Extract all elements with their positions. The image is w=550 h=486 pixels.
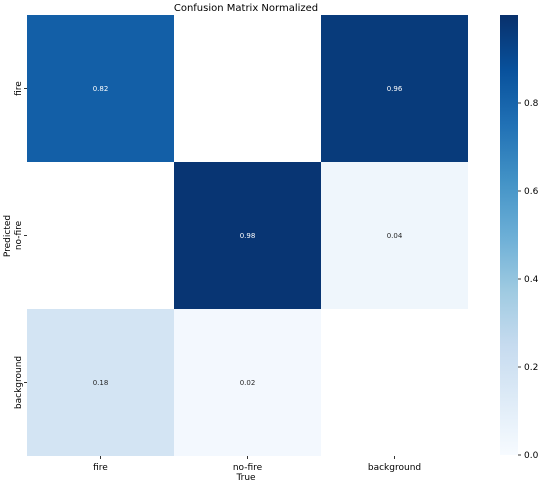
x-axis-label: True xyxy=(235,473,256,483)
heatmap-cell-r2-c0 xyxy=(27,309,174,456)
colorbar-tick-label: 0.6 xyxy=(524,187,539,197)
x-tick-label: fire xyxy=(93,463,108,473)
y-axis-ticks: fire no-fire background xyxy=(14,81,27,409)
heatmap-cell-r2-c1 xyxy=(174,309,321,456)
cell-value-label: 0.18 xyxy=(93,379,109,387)
heatmap-cells xyxy=(27,15,468,456)
colorbar-tick-label: 0.8 xyxy=(524,99,539,109)
heatmap-cell-labels: 0.82 0.96 0.98 0.04 0.18 0.02 xyxy=(93,85,403,387)
heatmap-cell-r1-c0 xyxy=(27,162,174,309)
y-tick-label: fire xyxy=(14,81,24,96)
y-tick-label: background xyxy=(14,356,24,409)
x-tick-label: background xyxy=(368,463,421,473)
colorbar-ticks: 0.0 0.2 0.4 0.6 0.8 xyxy=(518,99,539,461)
x-tick-label: no-fire xyxy=(233,463,263,473)
cell-value-label: 0.04 xyxy=(387,232,403,240)
heatmap-cell-r0-c0 xyxy=(27,15,174,162)
x-axis-ticks: fire no-fire background xyxy=(93,456,421,473)
colorbar-tick-label: 0.4 xyxy=(524,275,539,285)
heatmap-cell-r1-c1 xyxy=(174,162,321,309)
heatmap-cell-r0-c1 xyxy=(174,15,321,162)
y-axis-label: Predicted xyxy=(3,215,13,257)
cell-value-label: 0.96 xyxy=(387,85,403,93)
cell-value-label: 0.98 xyxy=(240,232,256,240)
cell-value-label: 0.02 xyxy=(240,379,256,387)
y-tick-label: no-fire xyxy=(14,220,24,250)
heatmap-cell-r1-c2 xyxy=(321,162,468,309)
chart-title: Confusion Matrix Normalized xyxy=(174,3,318,14)
colorbar-tick-label: 0.2 xyxy=(524,363,538,373)
cell-value-label: 0.82 xyxy=(93,85,109,93)
colorbar-tick-label: 0.0 xyxy=(524,451,539,461)
heatmap-cell-r2-c2 xyxy=(321,309,468,456)
heatmap-cell-r0-c2 xyxy=(321,15,468,162)
colorbar xyxy=(500,15,518,455)
